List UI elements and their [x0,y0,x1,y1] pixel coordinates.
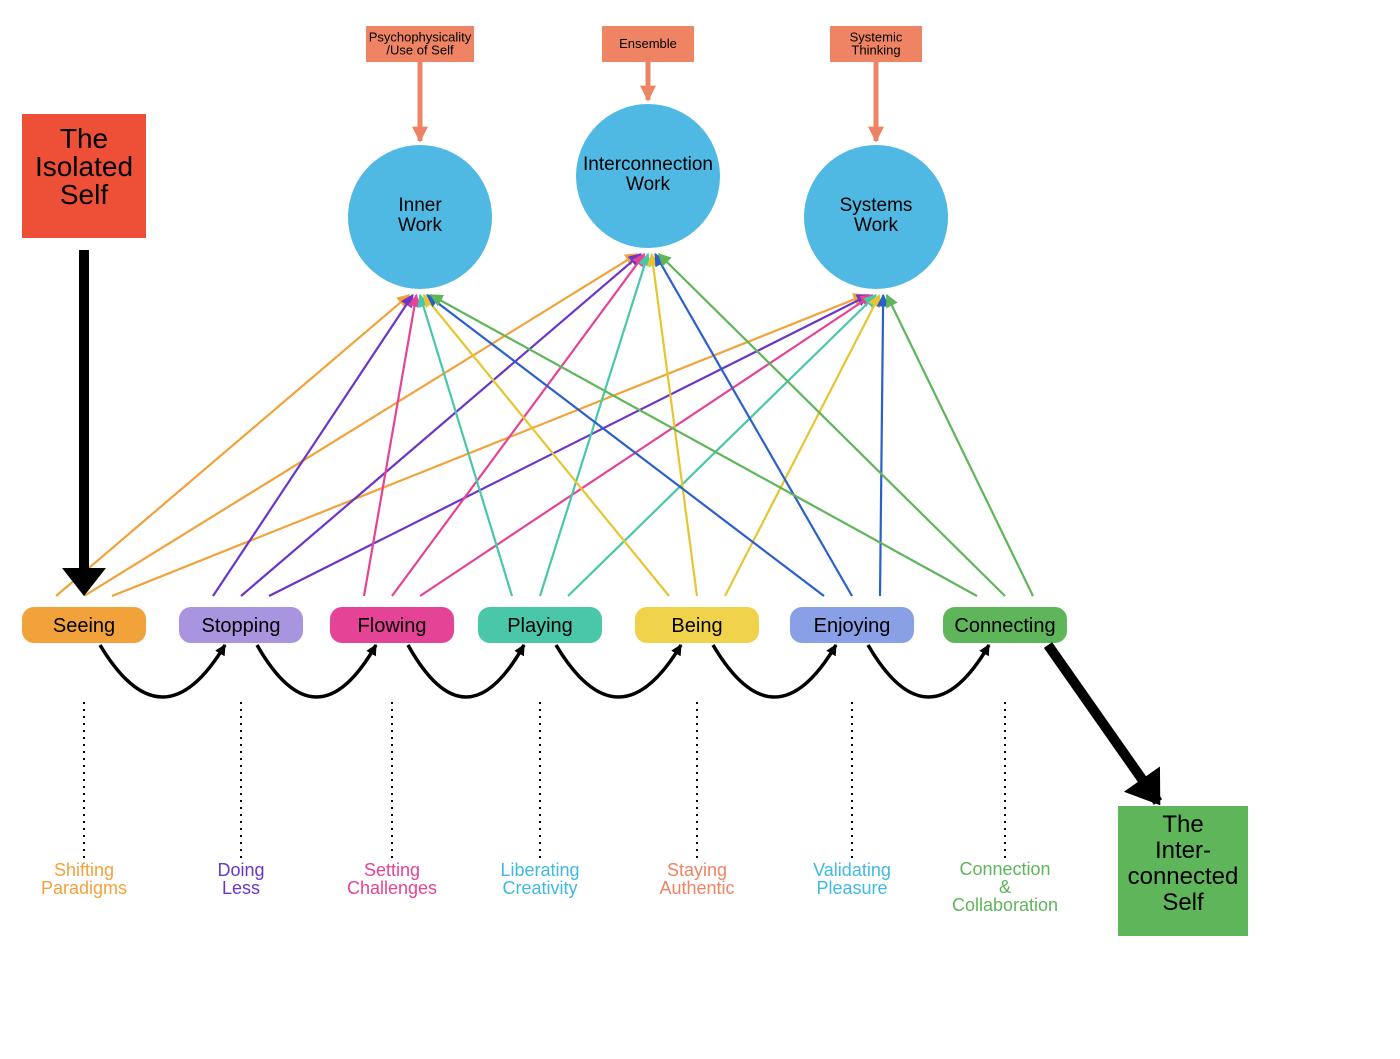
arc-flowing-to-playing [408,645,524,697]
pill-enjoying: Enjoying [790,607,914,643]
subtitle-stopping: DoingLess [217,860,264,898]
main-arrow-start-head [62,568,106,596]
arrow-being-to-systems [725,295,880,596]
arc-enjoying-to-connecting [868,645,989,697]
transition-arcs [100,645,989,697]
arrow-stopping-to-inner [213,295,413,596]
arc-seeing-to-stopping [100,645,225,697]
arrow-enjoying-to-systems [880,295,883,596]
subtitle-enjoying: ValidatingPleasure [813,860,891,898]
arrow-stopping-to-systems [269,295,869,596]
arrow-enjoying-to-inter [655,254,852,596]
pill-being: Being [635,607,759,643]
pill-label-seeing: Seeing [53,615,115,637]
fan-arrows [56,254,1033,596]
subtitle-flowing: SettingChallenges [347,860,437,898]
top-box-label-ensemble: Ensemble [619,36,677,51]
arrow-flowing-to-inner [364,295,416,596]
main-arrow-end-line [1048,645,1158,802]
pill-playing: Playing [478,607,602,643]
arrow-connecting-to-inter [659,254,1005,596]
arrow-flowing-to-inter [392,254,644,596]
pill-label-playing: Playing [507,615,573,637]
arrow-being-to-inner [424,295,669,596]
pill-label-enjoying: Enjoying [814,615,891,637]
pill-seeing: Seeing [22,607,146,643]
pill-flowing: Flowing [330,607,454,643]
pill-stopping: Stopping [179,607,303,643]
arrow-playing-to-systems [568,295,876,596]
subtitle-playing: LiberatingCreativity [500,860,579,898]
arrow-seeing-to-inter [84,254,637,596]
arc-playing-to-being [556,645,681,697]
pill-label-connecting: Connecting [954,615,1055,637]
diagram-canvas: Psychophysicality/Use of SelfEnsembleSys… [0,0,1400,1059]
pill-label-flowing: Flowing [358,615,427,637]
subtitle-seeing: ShiftingParadigms [41,860,127,898]
top-box-label-systemic: SystemicThinking [850,30,903,58]
subtitle-being: StayingAuthentic [659,860,734,898]
pill-label-stopping: Stopping [202,615,281,637]
circle-label-inner: InnerWork [398,195,442,236]
arc-stopping-to-flowing [257,645,376,697]
pill-label-being: Being [671,615,722,637]
pill-connecting: Connecting [943,607,1067,643]
arrow-being-to-inter [652,254,697,596]
arc-being-to-enjoying [713,645,836,697]
subtitle-connecting: Connection&Collaboration [952,859,1058,915]
main-arrow-end [1048,645,1160,805]
arrow-seeing-to-inner [56,295,409,596]
